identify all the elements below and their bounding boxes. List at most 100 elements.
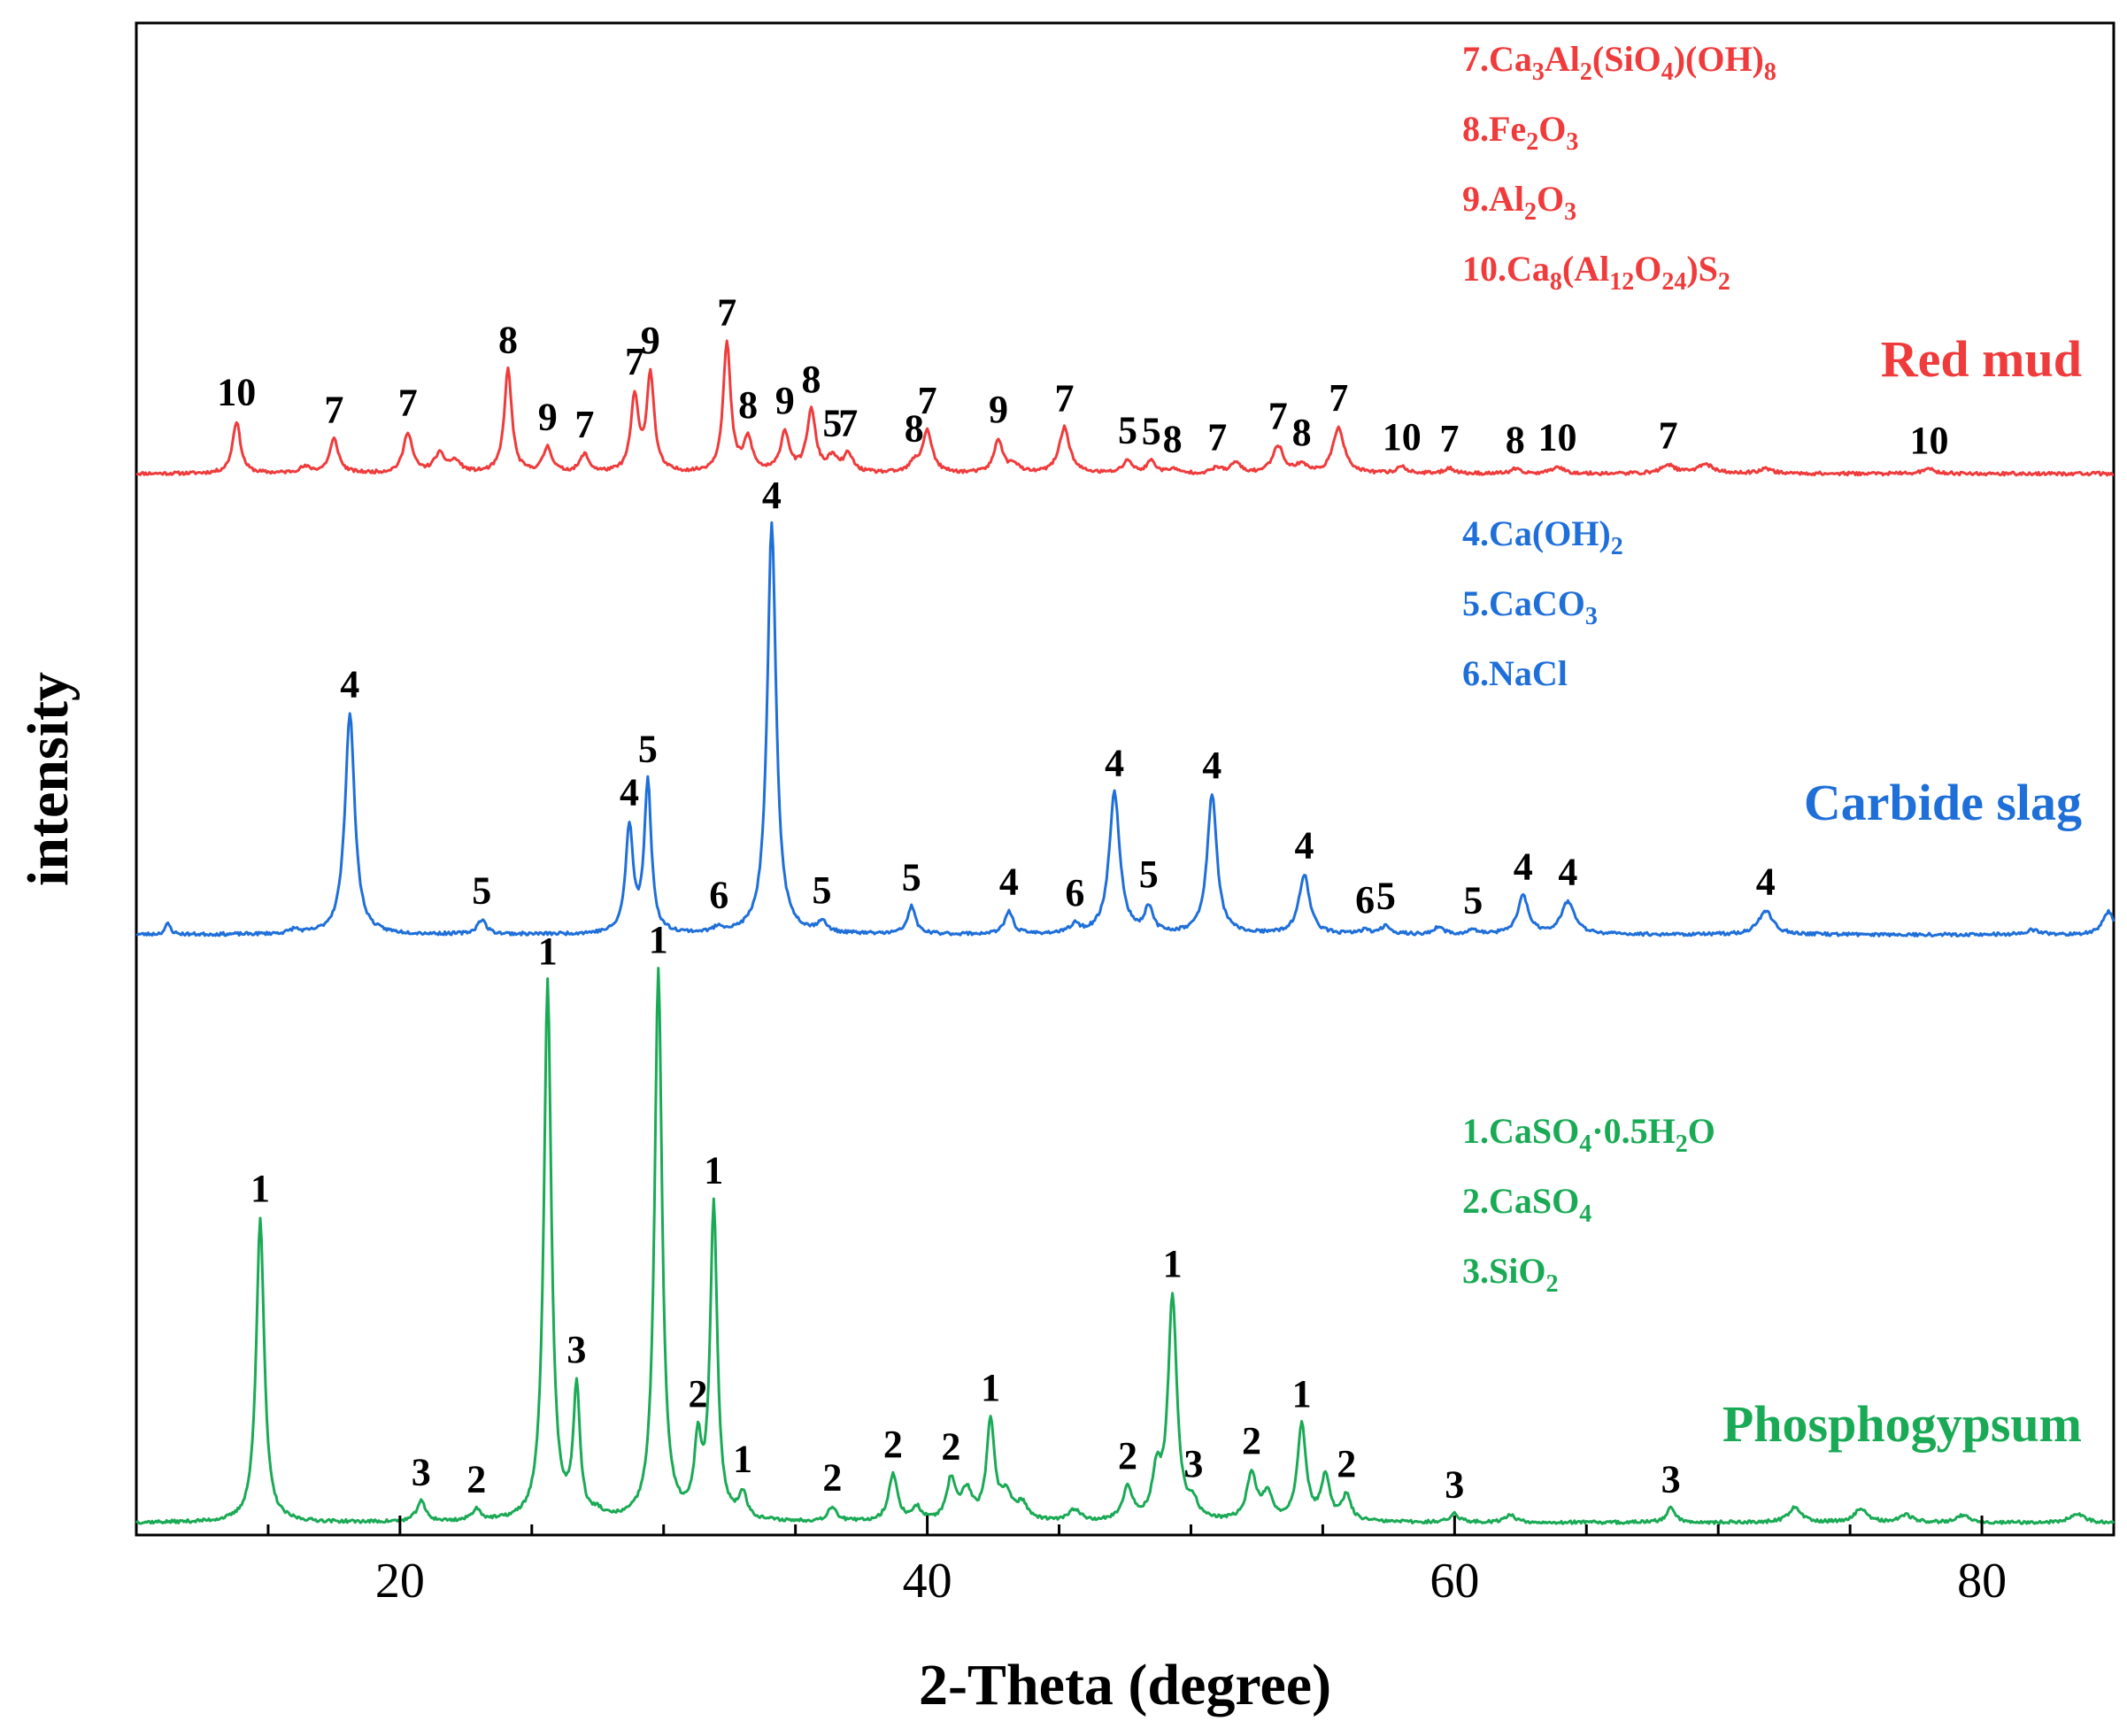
peak-label-red-mud: 10	[1910, 419, 1949, 462]
peak-label-red-mud: 8	[738, 383, 758, 427]
peak-label-carbide-slag: 6	[1065, 871, 1084, 914]
series-line-carbide-slag	[135, 521, 2115, 937]
peak-label-red-mud: 8	[1292, 411, 1312, 454]
peak-label-carbide-slag: 4	[620, 771, 639, 814]
peak-label-phosphogypsum: 1	[704, 1149, 723, 1192]
peak-label-carbide-slag: 4	[340, 663, 359, 706]
peak-label-red-mud: 9	[775, 379, 795, 422]
peak-label-red-mud: 7	[398, 381, 418, 424]
peak-label-phosphogypsum: 1	[250, 1167, 270, 1210]
peak-label-carbide-slag: 4	[1514, 845, 1533, 889]
y-axis-title: intensity	[16, 672, 81, 886]
series-line-phosphogypsum	[135, 967, 2115, 1525]
peak-label-red-mud: 7	[1055, 377, 1075, 420]
peak-label-red-mud: 7	[838, 401, 858, 444]
x-tick-label: 60	[1430, 1554, 1479, 1609]
peak-label-carbide-slag: 6	[709, 874, 728, 917]
peak-label-phosphogypsum: 3	[566, 1328, 586, 1371]
peak-label-phosphogypsum: 3	[1183, 1442, 1203, 1485]
series-name-phosphogypsum: Phosphogypsum	[1722, 1395, 2082, 1453]
legend-entry-carbide-slag: 5.CaCO3	[1462, 583, 1598, 630]
legend-entry-carbide-slag: 4.Ca(OH)2	[1462, 513, 1623, 560]
peak-label-phosphogypsum: 1	[1163, 1242, 1183, 1285]
peak-label-red-mud: 9	[989, 388, 1008, 431]
peak-label-carbide-slag: 4	[1295, 824, 1314, 868]
peak-label-phosphogypsum: 2	[1242, 1419, 1261, 1462]
plot-frame	[135, 21, 2115, 1537]
peak-label-phosphogypsum: 1	[538, 930, 558, 973]
peak-label-red-mud: 7	[1439, 417, 1459, 460]
legend-entry-phosphogypsum: 1.CaSO4·0.5H2O	[1462, 1111, 1715, 1158]
series-layer	[135, 339, 2115, 1525]
peak-label-carbide-slag: 6	[1355, 878, 1375, 922]
peak-label-carbide-slag: 5	[813, 868, 832, 912]
peak-label-red-mud: 7	[574, 403, 594, 446]
peak-label-phosphogypsum: 3	[1445, 1462, 1464, 1506]
series-name-red-mud: Red mud	[1881, 330, 2082, 388]
peak-label-carbide-slag: 5	[902, 856, 921, 899]
peak-label-carbide-slag: 4	[1756, 860, 1776, 904]
peak-label-carbide-slag: 5	[1463, 878, 1483, 922]
legend-entry-red-mud: 8.Fe2O3	[1462, 109, 1578, 156]
peak-label-red-mud: 7	[625, 340, 644, 383]
peak-label-red-mud: 9	[641, 319, 660, 362]
peak-label-phosphogypsum: 2	[466, 1457, 486, 1501]
peak-label-red-mud: 8	[1163, 417, 1183, 460]
peak-label-red-mud: 7	[1268, 394, 1288, 437]
peak-label-phosphogypsum: 2	[883, 1423, 903, 1466]
peak-label-red-mud: 7	[1329, 376, 1348, 420]
peak-label-phosphogypsum: 1	[1292, 1372, 1312, 1416]
peak-label-carbide-slag: 5	[638, 727, 658, 770]
peak-label-red-mud: 7	[1207, 416, 1227, 459]
peak-label-red-mud: 5	[822, 402, 842, 445]
peak-label-red-mud: 5	[1118, 409, 1137, 452]
peak-label-red-mud: 10	[1538, 416, 1577, 459]
peak-label-red-mud: 10	[1383, 415, 1422, 459]
peak-label-carbide-slag: 4	[999, 860, 1019, 903]
peak-label-phosphogypsum: 2	[822, 1455, 842, 1499]
x-axis: 20 40 60 80	[135, 1516, 2115, 1609]
x-tick-label: 20	[375, 1554, 425, 1609]
peak-label-phosphogypsum: 1	[981, 1366, 1000, 1409]
peak-label-phosphogypsum: 3	[412, 1450, 431, 1493]
peak-label-phosphogypsum: 2	[1337, 1442, 1356, 1485]
peak-label-red-mud: 10	[217, 371, 256, 414]
peak-label-red-mud: 8	[905, 407, 924, 451]
peak-label-phosphogypsum: 3	[1661, 1457, 1681, 1501]
peak-label-carbide-slag: 4	[762, 474, 782, 517]
x-tick-label: 80	[1957, 1554, 2007, 1609]
peak-label-red-mud: 8	[1506, 419, 1525, 462]
peak-label-red-mud: 9	[538, 396, 558, 439]
legend-entry-red-mud: 10.Ca8(Al12O24)S2	[1462, 249, 1730, 296]
series-name-carbide-slag: Carbide slag	[1804, 774, 2082, 831]
peak-label-carbide-slag: 4	[1202, 744, 1221, 787]
legend-entry-red-mud: 7.Ca3Al2(SiO4)(OH)8	[1462, 39, 1776, 86]
peak-label-carbide-slag: 4	[1105, 741, 1124, 784]
peak-label-carbide-slag: 4	[1558, 851, 1577, 894]
peak-label-red-mud: 7	[717, 290, 736, 334]
peak-label-phosphogypsum: 2	[1118, 1434, 1137, 1478]
peak-label-carbide-slag: 5	[1376, 875, 1396, 918]
peak-label-phosphogypsum: 1	[733, 1438, 752, 1481]
legend-entry-phosphogypsum: 3.SiO2	[1462, 1251, 1558, 1298]
x-axis-title: 2-Theta (degree)	[919, 1653, 1331, 1717]
peak-label-carbide-slag: 5	[472, 869, 491, 913]
peak-label-phosphogypsum: 2	[941, 1424, 960, 1468]
peak-label-red-mud: 8	[498, 318, 518, 361]
peak-label-phosphogypsum: 1	[649, 918, 668, 961]
peak-label-phosphogypsum: 2	[689, 1372, 708, 1416]
legend-entry-red-mud: 9.Al2O3	[1462, 179, 1576, 226]
legend-entry-phosphogypsum: 2.CaSO4	[1462, 1181, 1591, 1228]
peak-label-red-mud: 7	[1659, 414, 1678, 458]
peak-label-red-mud: 8	[802, 358, 821, 401]
peak-label-carbide-slag: 5	[1139, 853, 1159, 896]
x-tick-label: 40	[903, 1554, 952, 1609]
peak-label-red-mud: 7	[324, 388, 343, 431]
peak-label-red-mud: 7	[918, 379, 937, 422]
series-line-red-mud	[135, 339, 2115, 477]
peak-label-red-mud: 5	[1142, 409, 1161, 452]
legend-entry-carbide-slag: 6.NaCl	[1462, 653, 1568, 693]
legend-layer: 7.Ca3Al2(SiO4)(OH)8 8.Fe2O3 9.Al2O3 10.Ca8(…	[1462, 39, 1776, 1298]
